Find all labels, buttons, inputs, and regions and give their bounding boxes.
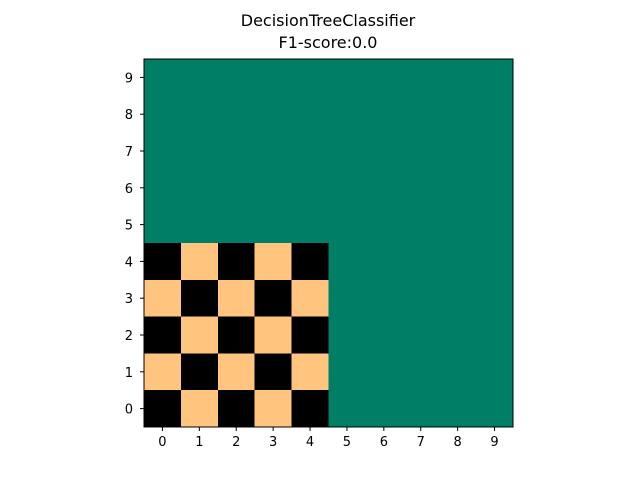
x-tick-label-8: 8	[454, 435, 462, 450]
heatmap-cell-4-1	[291, 353, 329, 391]
x-tick-label-6: 6	[380, 435, 388, 450]
heatmap-cell-0-2	[144, 316, 181, 354]
y-tick-label-4: 4	[125, 255, 133, 270]
heatmap-cell-4-2	[291, 316, 329, 354]
y-tick-label-6: 6	[125, 182, 133, 197]
heatmap-cell-3-0	[254, 390, 292, 427]
heatmap-cell-4-3	[291, 279, 329, 317]
heatmap-cell-3-1	[254, 353, 292, 391]
heatmap-cell-4-0	[291, 390, 329, 427]
chart-title-line-1: DecisionTreeClassifier	[240, 11, 416, 30]
heatmap-cell-4-4	[291, 243, 329, 280]
heatmap-cell-0-0	[144, 390, 181, 427]
y-tick-label-2: 2	[125, 329, 133, 344]
heatmap-cell-1-4	[180, 243, 218, 280]
heatmap-cell-3-3	[254, 279, 292, 317]
heatmap-cell-2-1	[217, 353, 255, 391]
chart-title-line-2: F1-score:0.0	[278, 33, 378, 52]
heatmap-cell-2-2	[217, 316, 255, 354]
axes-frame	[143, 58, 514, 428]
x-tick-label-7: 7	[417, 435, 425, 450]
x-tick-label-4: 4	[306, 435, 314, 450]
x-axis: 0 1 2 3 4 5 6 7 8 9	[158, 427, 499, 450]
heatmap-cell-3-2	[254, 316, 292, 354]
x-tick-label-3: 3	[269, 435, 277, 450]
x-tick-label-1: 1	[195, 435, 203, 450]
x-tick-label-2: 2	[232, 435, 240, 450]
heatmap-cell-0-4	[144, 243, 181, 280]
heatmap-cell-0-1	[144, 353, 181, 391]
y-tick-label-9: 9	[125, 71, 133, 86]
y-tick-label-0: 0	[125, 403, 133, 418]
y-tick-label-8: 8	[125, 108, 133, 123]
heatmap-cell-1-3	[180, 279, 218, 317]
y-tick-label-1: 1	[125, 366, 133, 381]
y-axis: 0 1 2 3 4 5 6 7 8 9	[125, 71, 144, 418]
heatmap-cell-2-4	[217, 243, 255, 280]
heatmap-cell-3-4	[254, 243, 292, 280]
heatmap-cell-1-0	[180, 390, 218, 427]
y-tick-label-3: 3	[125, 292, 133, 307]
heatmap-cell-1-2	[180, 316, 218, 354]
x-tick-label-5: 5	[343, 435, 351, 450]
plot-area	[143, 58, 514, 428]
heatmap-cell-1-1	[180, 353, 218, 391]
heatmap-cell-0-3	[144, 279, 181, 317]
x-tick-label-0: 0	[158, 435, 166, 450]
x-tick-label-9: 9	[490, 435, 498, 450]
y-tick-label-7: 7	[125, 145, 133, 160]
y-tick-label-5: 5	[125, 219, 133, 234]
heatmap-cell-2-0	[217, 390, 255, 427]
heatmap-cell-2-3	[217, 279, 255, 317]
